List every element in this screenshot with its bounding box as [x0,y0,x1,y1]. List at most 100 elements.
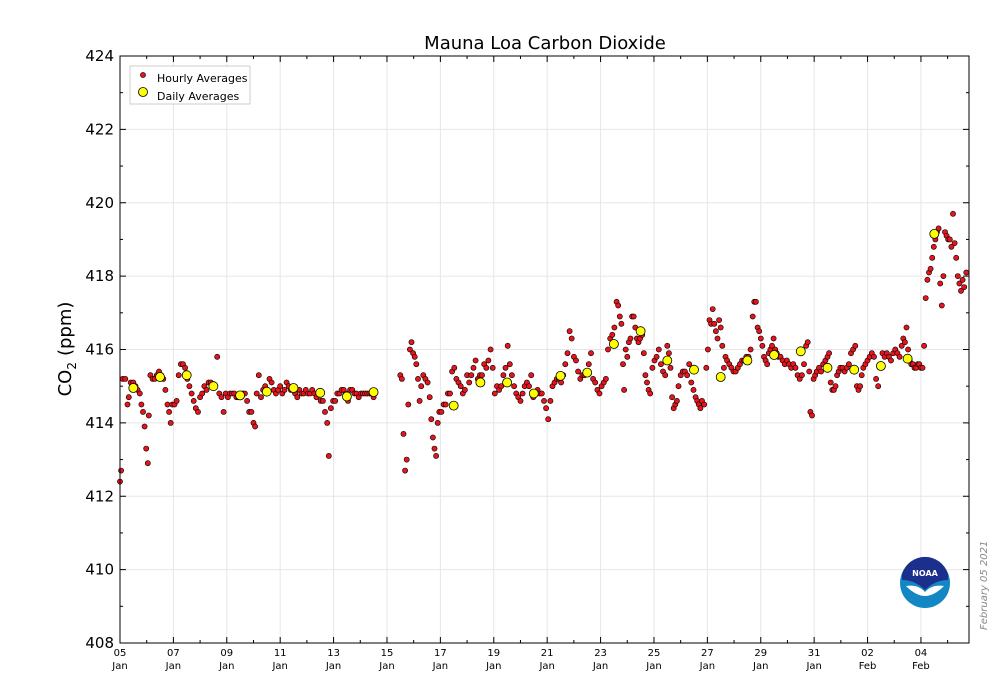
hourly-point [903,324,910,331]
hourly-point [483,364,490,371]
hourly-point [640,350,647,357]
x-tick-month: Jan [485,661,501,672]
hourly-point [568,335,575,342]
hourly-point [753,298,759,305]
hourly-point [167,419,174,426]
hourly-point [621,386,627,393]
x-tick-month: Jan [752,661,768,672]
hourly-point [655,346,662,353]
hourly-point [644,379,650,386]
hourly-point [214,353,221,360]
x-tick-day: 15 [381,648,394,659]
hourly-point [411,353,418,360]
hourly-point [281,386,288,393]
hourly-point [218,394,225,401]
hourly-point [905,346,911,353]
hourly-point [140,408,146,415]
hourly-point [487,346,494,353]
x-tick-month: Jan [165,661,181,672]
x-tick-month: Jan [592,661,608,672]
hourly-point [562,361,569,368]
legend-box [129,65,251,105]
hourly-point [588,350,594,357]
hourly-point [543,405,549,412]
hourly-point [418,383,425,390]
hourly-point [528,372,535,379]
hourly-point [405,401,412,408]
daily-point [368,387,379,398]
hourly-point [248,408,255,415]
hourly-point [950,210,956,217]
hourly-point [327,405,334,412]
hourly-point [258,394,264,401]
hourly-point [764,361,771,368]
hourly-point [938,302,945,309]
hourly-point [162,386,169,393]
x-tick-day: 31 [808,648,821,659]
hourly-point [175,372,182,379]
hourly-point [472,357,479,364]
hourly-point [145,412,152,419]
x-tick-day: 19 [487,648,500,659]
hourly-point [143,445,150,452]
y-axis-title-unit: (ppm) [55,302,76,356]
hourly-point [416,397,423,404]
hourly-point [627,335,634,342]
daily-point [795,346,806,357]
hourly-point [479,372,485,379]
daily-point [181,370,192,381]
hourly-point [186,383,193,390]
x-tick-month: Jan [699,661,715,672]
plot-frame [119,55,970,644]
x-tick-day: 11 [274,648,287,659]
daily-point [475,377,486,388]
hourly-point [930,243,937,250]
hourly-point [502,364,509,371]
daily-point [849,364,860,375]
daily-point [555,370,566,381]
hourly-point [717,324,724,331]
hourly-point [585,361,592,368]
hourly-point [433,452,439,459]
hourly-point [954,273,961,279]
hourly-point [902,339,908,346]
legend-hourly-label: Hourly Averages [157,72,248,85]
hourly-point [413,361,420,368]
daily-point [128,383,139,393]
hourly-point [428,416,435,423]
hourly-point [757,335,764,342]
x-tick-month: Jan [538,661,554,672]
noaa-logo-text: NOAA [912,569,938,578]
hourly-point [716,317,722,323]
hourly-point [164,401,171,408]
daily-series [128,228,940,411]
hourly-point [190,397,197,404]
hourly-point [408,339,415,346]
hourly-point [697,405,704,412]
hourly-point [630,313,637,320]
hourly-point [922,295,929,301]
hourly-point [255,372,262,379]
hourly-point [429,434,436,441]
hourly-point [618,320,625,327]
hourly-point [662,372,669,379]
hourly-point [125,394,132,401]
hourly-point [545,416,552,423]
x-tick-day: 29 [754,648,767,659]
hourly-point [669,394,675,401]
hourly-point [403,456,410,463]
hourly-point [166,408,172,415]
hourly-point [611,324,618,331]
hourly-point [438,408,445,415]
y-axis-title: CO2 (ppm) [55,302,79,397]
hourly-point [963,269,970,276]
hourly-point [252,423,258,430]
hourly-point [447,390,453,397]
hourly-point [690,386,697,393]
hourly-point [400,430,407,437]
hourly-point [818,368,824,375]
hourly-point [138,401,145,408]
hourly-point [325,452,332,459]
hourly-point [857,383,863,390]
y-tick-label: 418 [85,267,114,285]
